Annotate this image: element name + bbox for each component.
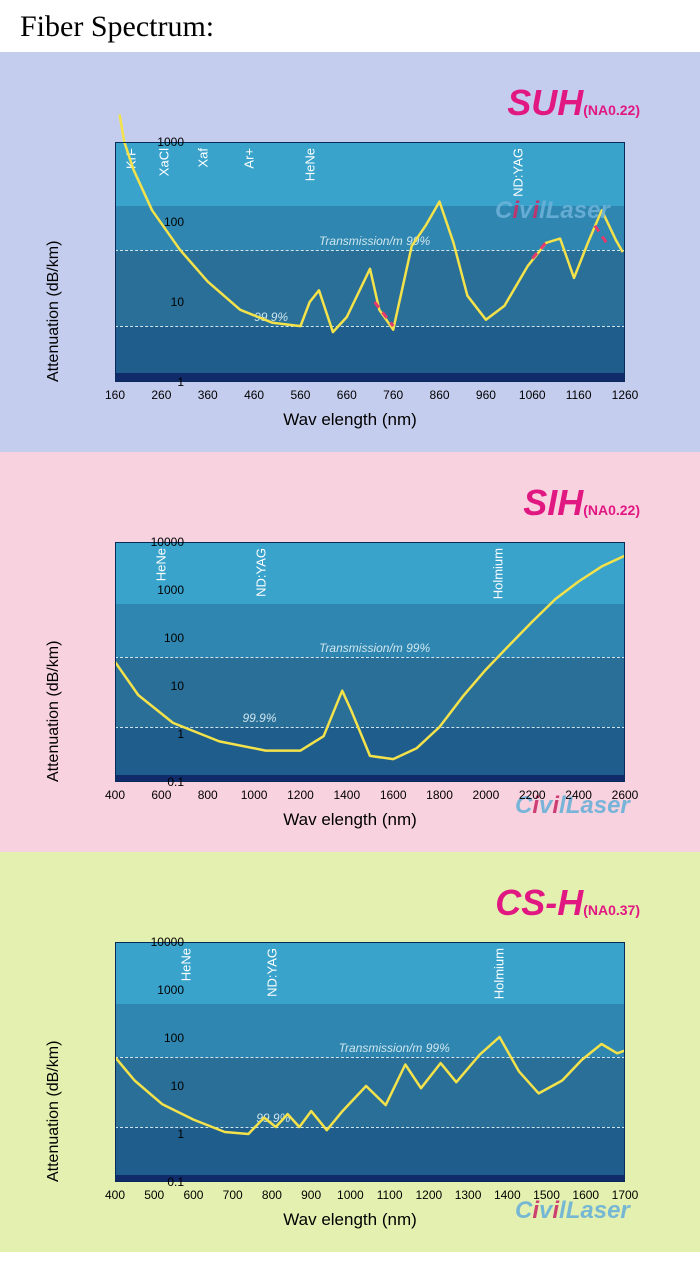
x-tick: 760: [383, 388, 403, 402]
x-tick: 400: [105, 1188, 125, 1202]
y-tick: 100: [164, 1031, 184, 1045]
x-tick: 1260: [612, 388, 639, 402]
y-tick: 10: [171, 679, 184, 693]
x-tick: 1160: [566, 388, 592, 402]
x-tick: 500: [144, 1188, 164, 1202]
plot-area: Transmission/m 99%99.9%KrFXaClXafAr+HeNe…: [115, 142, 625, 382]
x-tick: 1600: [380, 788, 407, 802]
attenuation-curve: [115, 142, 625, 382]
y-tick: 0.1: [167, 1175, 184, 1189]
y-tick: 1: [177, 1127, 184, 1141]
x-tick: 1200: [415, 1188, 442, 1202]
y-tick: 10000: [151, 935, 184, 949]
y-tick: 100: [164, 631, 184, 645]
x-axis-label: Wav elength (nm): [0, 810, 700, 830]
x-tick: 560: [290, 388, 310, 402]
x-tick: 600: [183, 1188, 203, 1202]
y-tick: 1: [177, 375, 184, 389]
x-tick: 1000: [337, 1188, 364, 1202]
plot-area: Transmission/m 99%99.9%HeNeND:YAGHolmium…: [115, 542, 625, 782]
x-tick: 600: [151, 788, 171, 802]
chart-title: SUH(NA0.22): [507, 82, 640, 124]
x-tick: 800: [198, 788, 218, 802]
y-tick: 1000: [157, 983, 184, 997]
x-tick: 2600: [612, 788, 639, 802]
x-tick: 1800: [426, 788, 453, 802]
x-tick: 2200: [519, 788, 546, 802]
attenuation-curve: [115, 942, 625, 1182]
x-tick: 1700: [612, 1188, 639, 1202]
x-tick: 1060: [519, 388, 546, 402]
x-tick: 1500: [533, 1188, 560, 1202]
y-tick: 1000: [157, 583, 184, 597]
x-tick: 800: [262, 1188, 282, 1202]
y-tick: 10: [171, 295, 184, 309]
x-tick: 2400: [565, 788, 592, 802]
x-tick: 1200: [287, 788, 314, 802]
chart-panel-suh: SUH(NA0.22) Attenuation (dB/km) Transmissi…: [0, 52, 700, 452]
x-tick: 2000: [473, 788, 500, 802]
page-title: Fiber Spectrum:: [0, 0, 700, 52]
x-axis-label: Wav elength (nm): [0, 410, 700, 430]
y-axis-label: Attenuation (dB/km): [45, 641, 63, 782]
y-tick: 10: [171, 1079, 184, 1093]
x-tick: 1100: [377, 1188, 403, 1202]
x-tick: 960: [476, 388, 496, 402]
y-tick: 100: [164, 215, 184, 229]
plot-area: Transmission/m 99%99.9%HeNeND:YAGHolmium…: [115, 942, 625, 1182]
x-tick: 1300: [455, 1188, 482, 1202]
x-tick: 1600: [572, 1188, 599, 1202]
chart-title: CS-H(NA0.37): [495, 882, 640, 924]
attenuation-curve: [115, 542, 625, 782]
y-axis-label: Attenuation (dB/km): [45, 1041, 63, 1182]
y-tick: 10000: [151, 535, 184, 549]
x-tick: 160: [105, 388, 125, 402]
x-tick: 860: [430, 388, 450, 402]
x-tick: 360: [198, 388, 218, 402]
chart-panel-csh: CS-H(NA0.37) Attenuation (dB/km) Transmiss…: [0, 852, 700, 1252]
x-axis-label: Wav elength (nm): [0, 1210, 700, 1230]
y-tick: 1: [177, 727, 184, 741]
chart-panel-sih: SIH(NA0.22) Attenuation (dB/km) Transmissi…: [0, 452, 700, 852]
y-tick: 0.1: [167, 775, 184, 789]
x-tick: 1000: [241, 788, 268, 802]
y-axis-label: Attenuation (dB/km): [45, 241, 63, 382]
y-tick: 1000: [157, 135, 184, 149]
chart-title: SIH(NA0.22): [523, 482, 640, 524]
x-tick: 1400: [333, 788, 360, 802]
x-tick: 660: [337, 388, 357, 402]
x-tick: 700: [223, 1188, 243, 1202]
x-tick: 1400: [494, 1188, 521, 1202]
x-tick: 900: [301, 1188, 321, 1202]
x-tick: 260: [151, 388, 171, 402]
x-tick: 400: [105, 788, 125, 802]
x-tick: 460: [244, 388, 264, 402]
